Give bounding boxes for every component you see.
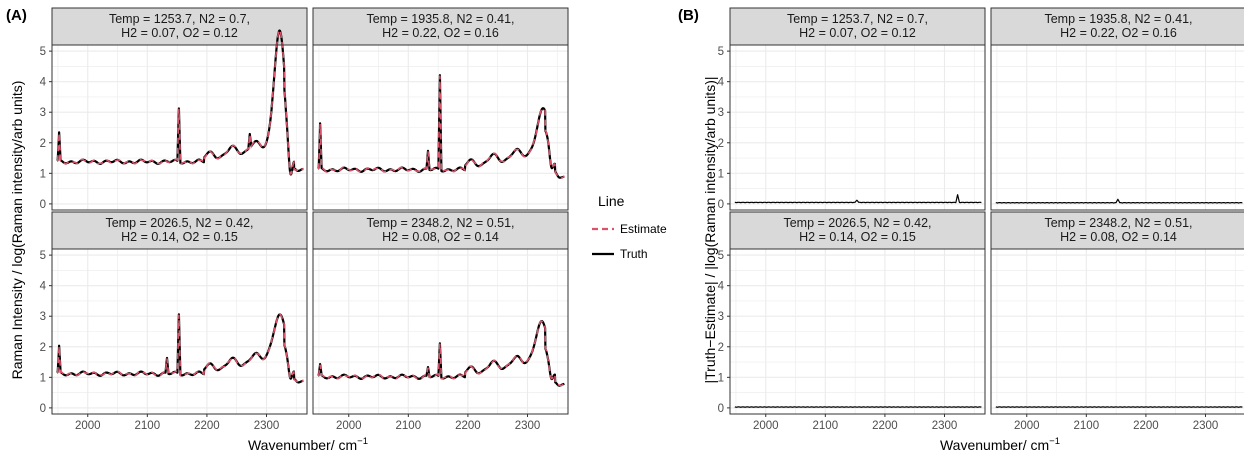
facet-b-3: Temp = 2026.5, N2 = 0.42,H2 = 0.14, O2 =… — [718, 211, 986, 432]
facet-strip — [729, 7, 986, 46]
y-tick-label: 0 — [718, 199, 724, 211]
y-tick-label: 0 — [40, 403, 46, 415]
series-estimate-line — [56, 29, 304, 176]
y-tick-label: 5 — [718, 46, 724, 58]
panel-a: Temp = 1253.7, N2 = 0.7,H2 = 0.07, O2 = … — [40, 7, 569, 432]
series-estimate-line — [56, 313, 304, 384]
facet-strip — [729, 211, 986, 250]
series-truth-line — [734, 194, 982, 204]
plot-border — [51, 248, 308, 415]
plot-border — [51, 44, 308, 211]
legend-title: Line — [598, 193, 625, 209]
x-axis-title-a: Wavenumber/ cm−1 — [248, 436, 368, 453]
y-tick-label: 3 — [40, 107, 46, 119]
legend: Line Estimate Truth — [592, 193, 667, 261]
facet-strip-label: Temp = 2348.2, N2 = 0.51, — [1044, 216, 1192, 230]
x-tick-label: 2000 — [336, 420, 362, 432]
panel-tag-b: (B) — [678, 7, 699, 24]
y-tick-label: 1 — [718, 372, 724, 384]
facet-strip — [51, 7, 308, 46]
x-tick-label: 2100 — [396, 420, 422, 432]
x-tick-label: 2100 — [813, 420, 839, 432]
facet-strip-label: H2 = 0.14, O2 = 0.15 — [121, 230, 238, 244]
facet-a-2: Temp = 1935.8, N2 = 0.41,H2 = 0.22, O2 =… — [312, 7, 569, 211]
facet-a-3: Temp = 2026.5, N2 = 0.42,H2 = 0.14, O2 =… — [40, 211, 308, 432]
facet-strip-label: H2 = 0.22, O2 = 0.16 — [1060, 26, 1177, 40]
plot-border — [729, 248, 986, 415]
plot-border — [312, 44, 569, 211]
plot-border — [990, 44, 1244, 211]
y-tick-label: 1 — [718, 168, 724, 180]
y-tick-label: 4 — [40, 281, 47, 293]
x-tick-label: 2300 — [1193, 420, 1219, 432]
facet-b-2: Temp = 1935.8, N2 = 0.41,H2 = 0.22, O2 =… — [990, 7, 1244, 211]
facet-a-4: Temp = 2348.2, N2 = 0.51,H2 = 0.08, O2 =… — [312, 211, 569, 432]
legend-label-estimate: Estimate — [620, 222, 667, 236]
plot-border — [729, 44, 986, 211]
x-tick-label: 2200 — [872, 420, 898, 432]
x-tick-label: 2100 — [1074, 420, 1100, 432]
facet-a-1: Temp = 1253.7, N2 = 0.7,H2 = 0.07, O2 = … — [40, 7, 308, 211]
x-axis-title-b: Wavenumber/ cm−1 — [940, 436, 1060, 453]
y-tick-label: 5 — [40, 46, 46, 58]
x-tick-label: 2200 — [1133, 420, 1159, 432]
x-tick-label: 2300 — [515, 420, 541, 432]
facet-strip-label: Temp = 2026.5, N2 = 0.42, — [105, 216, 253, 230]
x-tick-label: 2100 — [135, 420, 161, 432]
facet-strip-label: H2 = 0.07, O2 = 0.12 — [799, 26, 916, 40]
y-tick-label: 3 — [718, 107, 724, 119]
y-tick-label: 2 — [40, 342, 46, 354]
facet-strip — [312, 7, 569, 46]
facet-b-1: Temp = 1253.7, N2 = 0.7,H2 = 0.07, O2 = … — [718, 7, 986, 211]
legend-label-truth: Truth — [620, 247, 648, 261]
y-tick-label: 2 — [718, 138, 724, 150]
x-tick-label: 2200 — [194, 420, 220, 432]
y-tick-label: 3 — [718, 311, 724, 323]
y-tick-label: 4 — [718, 281, 725, 293]
facet-strip-label: Temp = 1935.8, N2 = 0.41, — [1044, 12, 1192, 26]
facet-strip — [51, 211, 308, 250]
x-tick-label: 2300 — [932, 420, 958, 432]
y-tick-label: 3 — [40, 311, 46, 323]
facet-strip-label: H2 = 0.08, O2 = 0.14 — [1060, 230, 1177, 244]
x-tick-label: 2300 — [254, 420, 280, 432]
plot-border — [312, 248, 569, 415]
y-tick-label: 2 — [40, 138, 46, 150]
facet-strip-label: Temp = 1935.8, N2 = 0.41, — [366, 12, 514, 26]
facet-strip-label: Temp = 1253.7, N2 = 0.7, — [787, 12, 928, 26]
panel-tag-a: (A) — [6, 7, 27, 24]
plot-border — [990, 248, 1244, 415]
facet-strip-label: H2 = 0.14, O2 = 0.15 — [799, 230, 916, 244]
series-estimate-line — [317, 320, 565, 387]
y-tick-label: 4 — [718, 77, 725, 89]
y-axis-title-a: Raman Intensity / log(Raman intensity/ar… — [9, 81, 25, 380]
y-tick-label: 5 — [718, 250, 724, 262]
series-truth-line — [995, 198, 1243, 204]
y-tick-label: 1 — [40, 168, 46, 180]
facet-strip-label: H2 = 0.07, O2 = 0.12 — [121, 26, 238, 40]
y-axis-title-b: |Truth−Estimate| / |log(Raman intensity/… — [702, 77, 718, 384]
y-tick-label: 1 — [40, 372, 46, 384]
facet-strip-label: Temp = 2026.5, N2 = 0.42, — [783, 216, 931, 230]
facet-b-4: Temp = 2348.2, N2 = 0.51,H2 = 0.08, O2 =… — [990, 211, 1244, 432]
facet-strip-label: Temp = 1253.7, N2 = 0.7, — [109, 12, 250, 26]
x-tick-label: 2000 — [753, 420, 779, 432]
y-tick-label: 5 — [40, 250, 46, 262]
facet-strip-label: H2 = 0.08, O2 = 0.14 — [382, 230, 499, 244]
x-tick-label: 2200 — [455, 420, 481, 432]
facet-strip-label: H2 = 0.22, O2 = 0.16 — [382, 26, 499, 40]
y-tick-label: 2 — [718, 342, 724, 354]
panel-b: Temp = 1253.7, N2 = 0.7,H2 = 0.07, O2 = … — [718, 7, 1244, 432]
series-estimate-line — [317, 75, 565, 179]
x-tick-label: 2000 — [75, 420, 101, 432]
y-tick-label: 4 — [40, 77, 47, 89]
y-tick-label: 0 — [40, 199, 46, 211]
x-tick-label: 2000 — [1014, 420, 1040, 432]
y-tick-label: 0 — [718, 403, 724, 415]
facet-strip-label: Temp = 2348.2, N2 = 0.51, — [366, 216, 514, 230]
